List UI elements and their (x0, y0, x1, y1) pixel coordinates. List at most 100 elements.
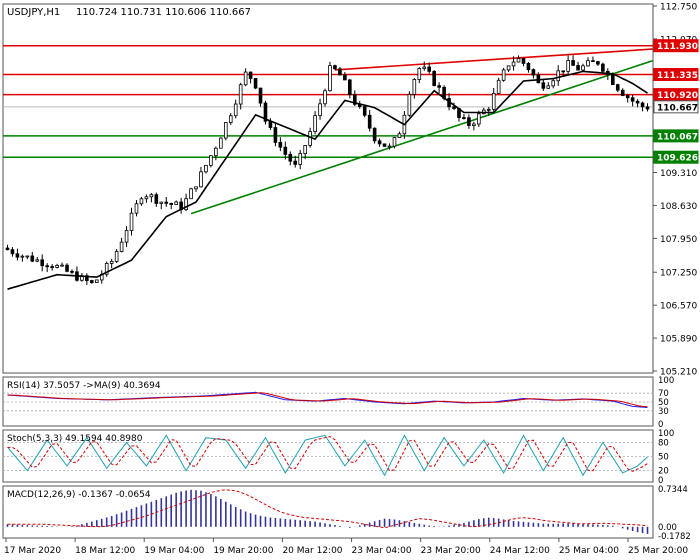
time-tick-label: 23 Mar 04:00 (352, 546, 412, 556)
candle-body (90, 280, 94, 283)
candle-body (561, 70, 565, 73)
osc-tick-label: 20 (658, 467, 669, 477)
candle-body (119, 241, 124, 252)
candle-body (149, 194, 154, 198)
candle-body (219, 137, 223, 149)
candle-body (496, 79, 501, 94)
candle-body (352, 94, 357, 105)
macd-tick-label: 0.00 (658, 523, 677, 533)
candle-body (65, 264, 69, 272)
candle-body (50, 266, 54, 268)
candle-body (184, 198, 188, 211)
time-tick-label: 17 Mar 2020 (4, 546, 61, 556)
main-pane: USDJPY,H1 110.724 110.731 110.606 110.66… (2, 3, 699, 378)
candle-body (640, 102, 645, 108)
candle-body (462, 117, 466, 119)
macd-pane: MACD(12,26,9) -0.1367 -0.0654 0.7344 0.00… (2, 485, 691, 542)
price-tick-label: 106.570 (660, 302, 697, 312)
level-tag-label: 110.920 (657, 91, 698, 101)
candle-body (576, 65, 580, 71)
candle-body (94, 279, 99, 283)
candle-body (159, 201, 164, 204)
candle-body (124, 230, 129, 243)
candle-body (571, 60, 575, 66)
candle-body (139, 198, 144, 205)
candle-body (407, 93, 412, 116)
candle-body (293, 160, 298, 165)
candle-body (248, 71, 253, 79)
candle-body (45, 265, 49, 268)
candle-body (263, 102, 268, 122)
candle-body (472, 123, 476, 126)
price-tick-label: 112.750 (660, 3, 697, 13)
candle-body (308, 131, 312, 146)
candle-body (104, 263, 109, 275)
candle-body (437, 85, 441, 88)
time-tick-label: 18 Mar 12:00 (75, 546, 135, 556)
candle-body (144, 196, 149, 200)
candle-body (318, 103, 322, 117)
osc-tick-label: 50 (658, 453, 669, 463)
candle-body (541, 82, 546, 89)
candle-body (412, 79, 417, 95)
candle-body (367, 114, 372, 129)
stoch-k-line (7, 434, 648, 477)
candle-body (362, 106, 367, 116)
candle-body (278, 142, 283, 148)
time-tick-label: 25 Mar 20:00 (628, 546, 688, 556)
candle-body (591, 60, 595, 63)
candle-body (581, 65, 585, 71)
candle-body (243, 71, 248, 86)
candle-body (348, 79, 352, 95)
osc-tick-label: 100 (658, 429, 674, 439)
candle-body (511, 61, 516, 67)
time-tick-label: 25 Mar 04:00 (559, 546, 619, 556)
candle-body (556, 70, 561, 82)
candle-body (467, 117, 471, 126)
rsi-ma-line (7, 392, 648, 408)
candle-body (189, 188, 193, 200)
candle-body (85, 275, 89, 281)
candle-body (601, 63, 605, 72)
candle-body (328, 65, 332, 92)
candle-body (164, 201, 169, 204)
candle-body (501, 69, 506, 81)
level-tag-box (653, 39, 699, 53)
candle-body (10, 249, 15, 255)
candle-body (620, 89, 625, 96)
candle-body (486, 108, 491, 111)
trendline (334, 48, 653, 71)
ohlc-readout: 110.724 110.731 110.606 110.667 (76, 7, 251, 18)
chart-title: USDJPY,H1 (7, 7, 60, 18)
osc-tick-label: 70 (658, 389, 669, 399)
candle-body (630, 97, 635, 102)
candle-body (596, 61, 600, 65)
price-tick-label: 107.250 (660, 269, 697, 279)
candle-body (586, 60, 590, 67)
candle-body (288, 153, 293, 162)
macd-signal-line (7, 489, 648, 529)
macd-tick-label: 0.7344 (658, 485, 688, 495)
candle-body (40, 259, 45, 267)
candle-body (313, 115, 317, 132)
candle-body (372, 127, 377, 142)
candle-body (546, 85, 551, 89)
level-tag-label: 109.626 (657, 154, 698, 164)
macd-tick-label: -0.1782 (658, 532, 691, 542)
candle-body (526, 63, 531, 71)
trendlines (190, 48, 653, 215)
candle-body (25, 255, 30, 258)
time-tick-label: 23 Mar 20:00 (421, 546, 481, 556)
level-tag-box (653, 100, 699, 114)
candle-body (55, 265, 59, 268)
price-axis: 112.750112.070111.390110.710110.030109.3… (653, 3, 697, 378)
moving-average-line (7, 70, 648, 290)
rsi-grid (3, 392, 653, 412)
candle-body (298, 153, 303, 165)
candle-body (417, 68, 422, 80)
trendline (190, 59, 653, 215)
price-tick-label: 105.890 (660, 335, 697, 345)
candle-body (392, 137, 397, 147)
